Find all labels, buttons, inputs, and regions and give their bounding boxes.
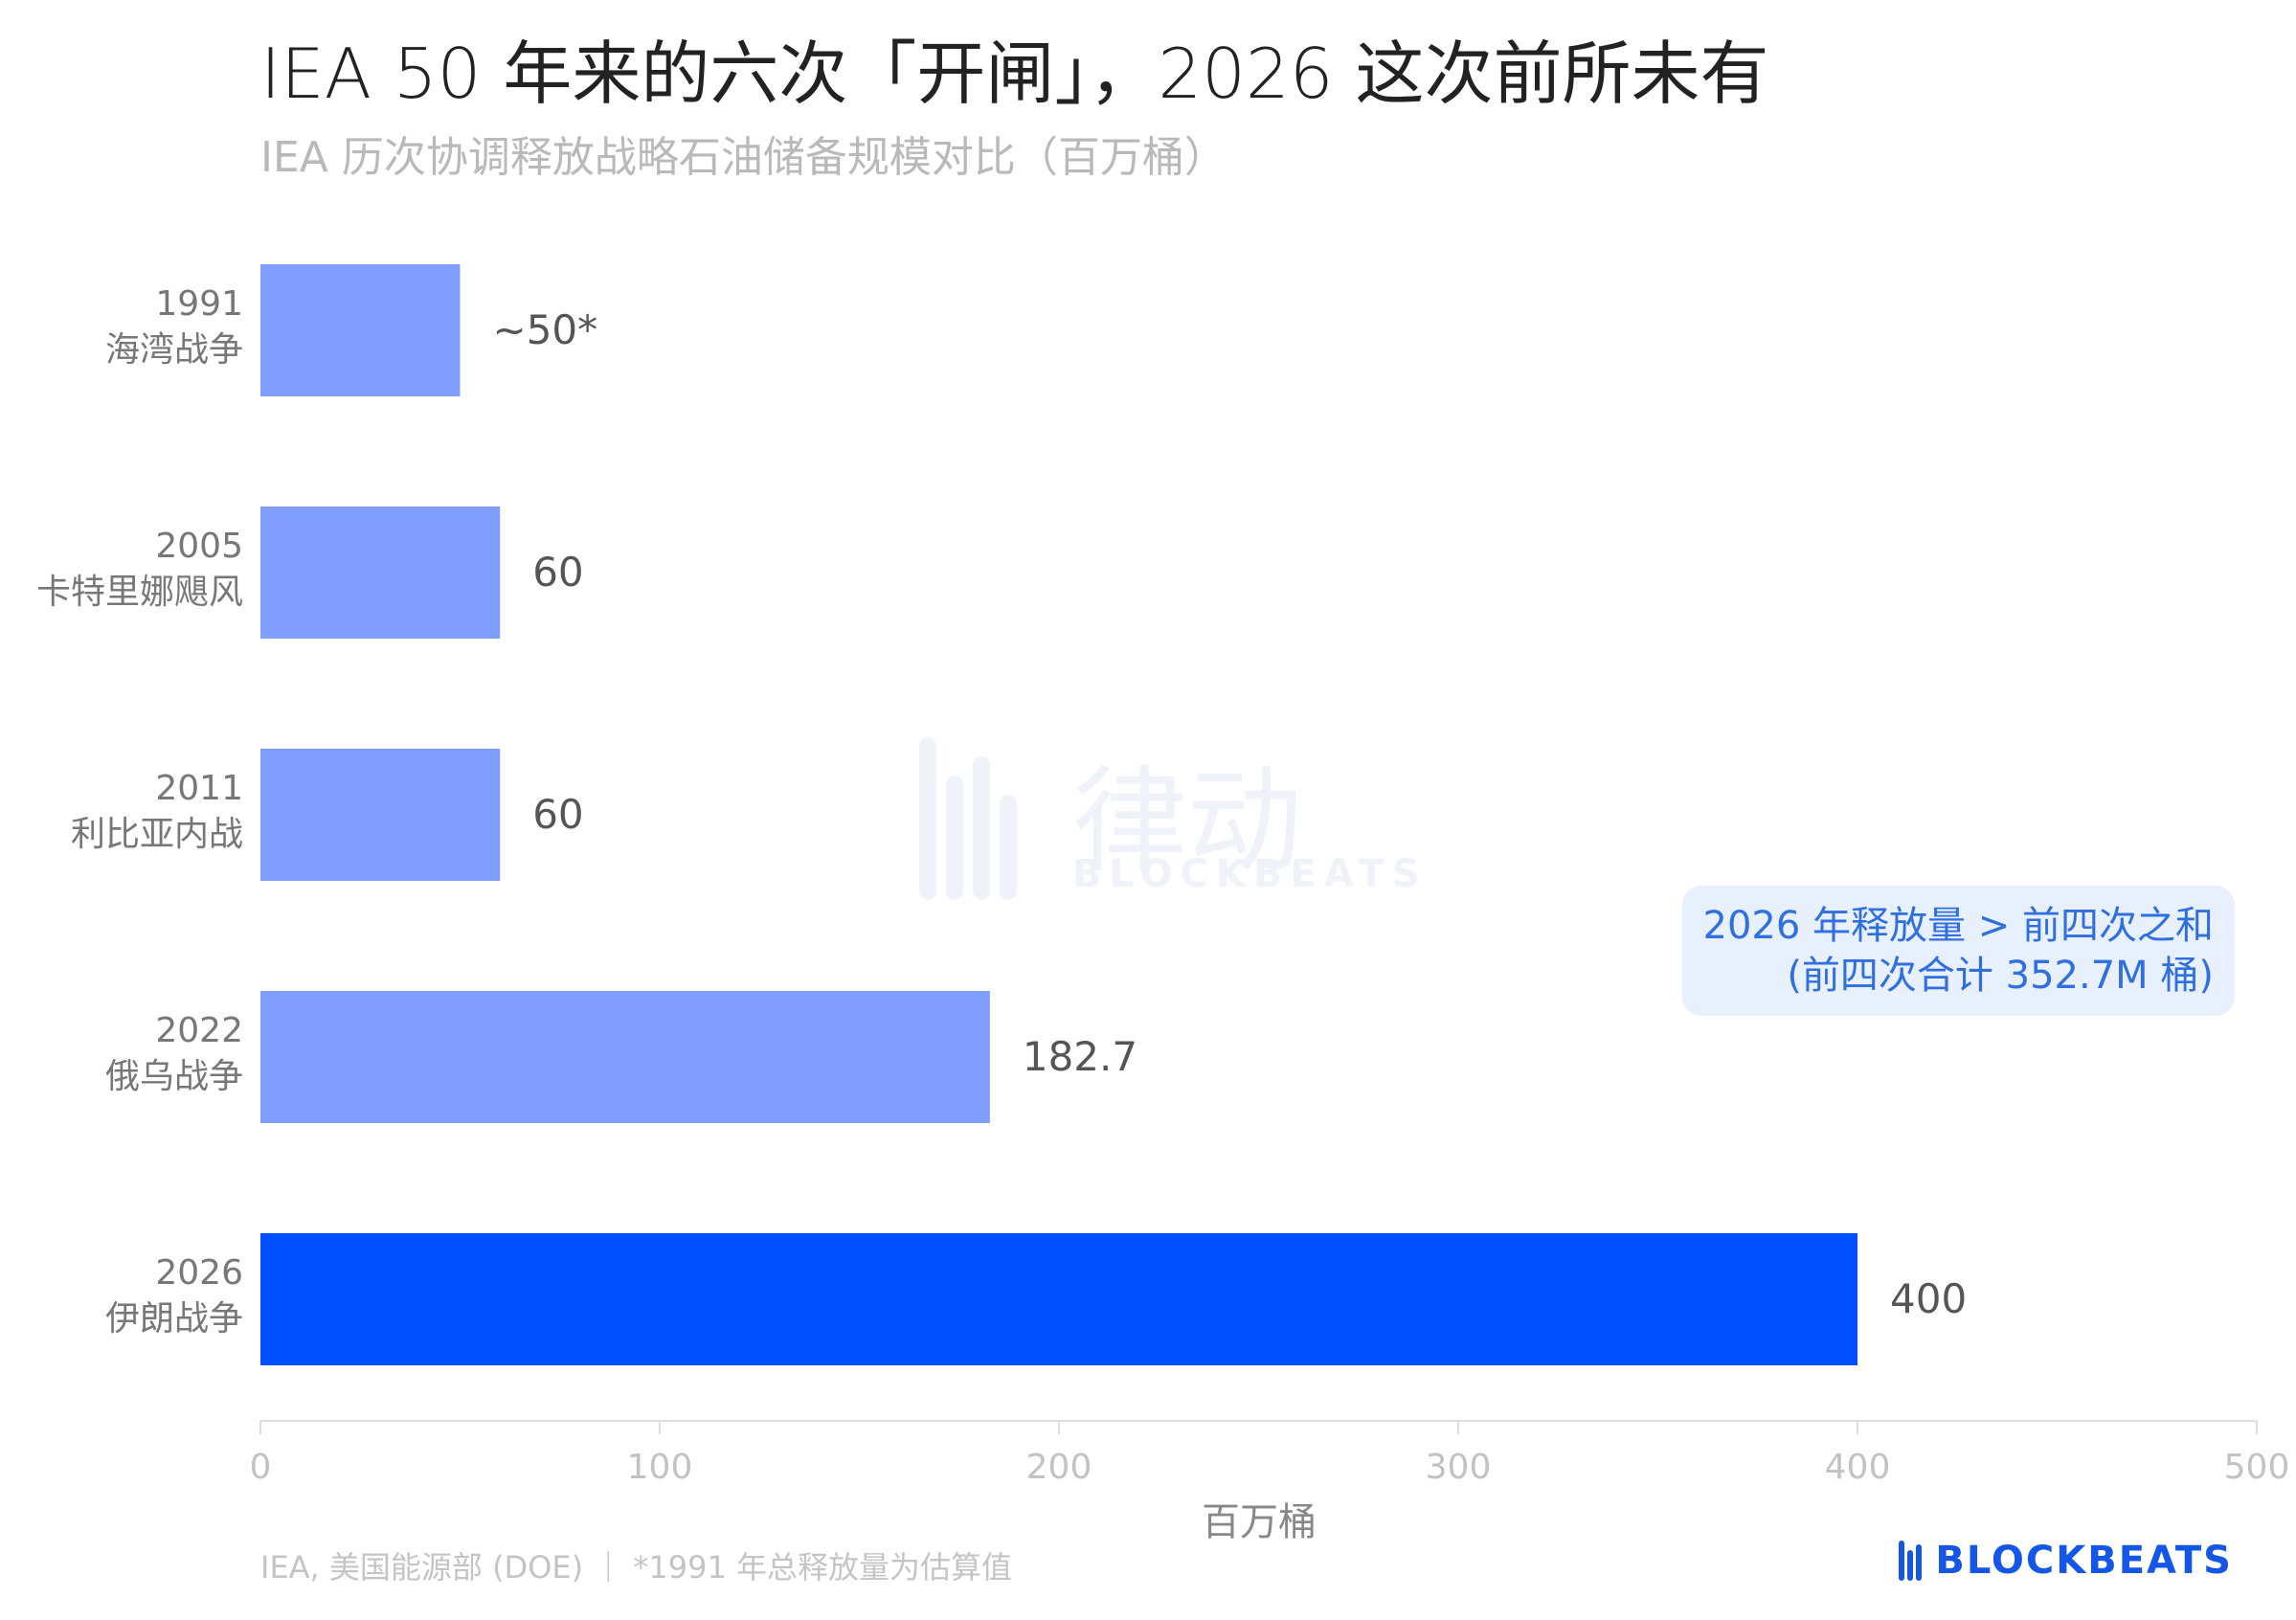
brand-name: BLOCKBEATS [1935, 1539, 2233, 1583]
x-tick-label-400: 400 [1825, 1448, 1891, 1487]
watermark-en: BLOCKBEATS [1072, 852, 1428, 896]
x-axis: 0 100 200 300 400 500 [250, 1420, 2290, 1487]
category-year-1991: 1991 [155, 284, 243, 324]
brand-logo-icon [1899, 1541, 1927, 1581]
x-tick-label-300: 300 [1426, 1448, 1492, 1487]
category-year-2005: 2005 [155, 527, 243, 566]
bar-1991 [260, 264, 461, 396]
category-event-2026: 伊朗战争 [105, 1299, 243, 1339]
x-tick-label-500: 500 [2224, 1448, 2290, 1487]
watermark: 律动 BLOCKBEATS [919, 728, 1420, 900]
value-label-1991: ~50* [493, 306, 598, 353]
x-tick-label-200: 200 [1026, 1448, 1092, 1487]
x-tick-label-0: 0 [250, 1448, 272, 1487]
category-event-2011: 利比亚内战 [71, 815, 243, 854]
brand-logo: BLOCKBEATS [1899, 1539, 2233, 1583]
value-label-2011: 60 [532, 791, 583, 838]
category-year-2026: 2026 [155, 1253, 243, 1293]
value-label-2005: 60 [532, 549, 583, 596]
bar-2011 [260, 749, 501, 881]
bar-2005 [260, 506, 501, 639]
watermark-cn: 律动 [1072, 755, 1302, 889]
value-label-2022: 182.7 [1023, 1033, 1137, 1080]
category-year-2011: 2011 [155, 769, 243, 808]
category-year-2022: 2022 [155, 1011, 243, 1050]
annotation-box: 2026 年释放量 > 前四次之和 (前四次合计 352.7M 桶) [1681, 886, 2235, 1016]
bar-2022 [260, 991, 990, 1123]
category-event-1991: 海湾战争 [105, 330, 243, 370]
annotation-line2: (前四次合计 352.7M 桶) [1787, 954, 2214, 998]
bar-2026 [260, 1233, 1857, 1365]
chart-subtitle: IEA 历次协调释放战略石油储备规模对比（百万桶） [260, 133, 1227, 182]
x-tick-label-100: 100 [627, 1448, 693, 1487]
annotation-line1: 2026 年释放量 > 前四次之和 [1702, 904, 2214, 948]
chart-title: IEA 50 年来的六次「开闸」，2026 这次前所未有 [260, 34, 1769, 114]
watermark-logo-icon [919, 737, 1044, 900]
source-note: IEA, 美国能源部 (DOE) ｜ *1991 年总释放量为估算值 [260, 1549, 1013, 1586]
category-event-2022: 俄乌战争 [105, 1057, 243, 1096]
x-axis-label: 百万桶 [1202, 1500, 1317, 1544]
bars-group: ~50* 1991 海湾战争 60 2005 卡特里娜飓风 60 2011 利比亚内战 182.7… [36, 264, 1967, 1365]
value-label-2026: 400 [1890, 1275, 1967, 1322]
category-event-2005: 卡特里娜飓风 [36, 573, 243, 612]
